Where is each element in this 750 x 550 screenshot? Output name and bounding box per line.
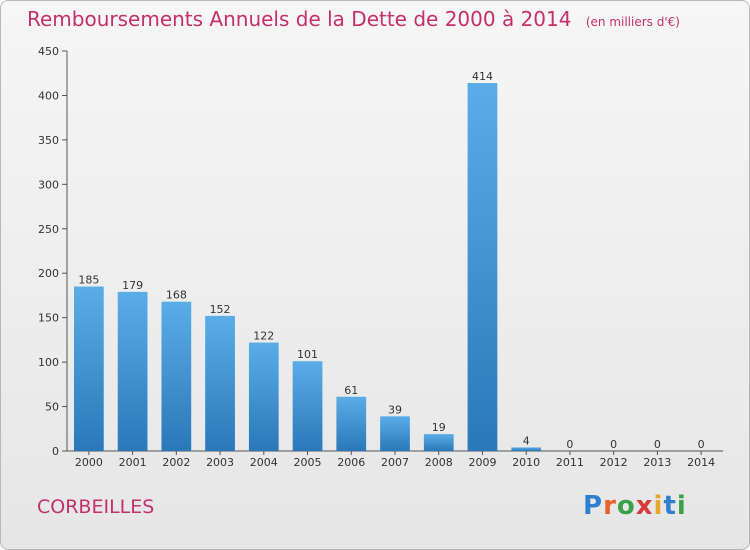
bar — [292, 361, 323, 451]
x-tick-label: 2008 — [425, 456, 453, 469]
proxiti-logo: Proxiti — [583, 491, 687, 521]
x-tick-label: 2011 — [556, 456, 584, 469]
bar-value-label: 19 — [432, 421, 446, 434]
x-tick-label: 2005 — [294, 456, 322, 469]
bar-value-label: 61 — [344, 384, 358, 397]
x-tick-label: 2010 — [512, 456, 540, 469]
bar-value-label: 0 — [566, 438, 573, 451]
y-tick-label: 200 — [38, 267, 59, 280]
bar-value-label: 101 — [297, 348, 318, 361]
y-tick-label: 400 — [38, 89, 59, 102]
y-tick-label: 450 — [38, 45, 59, 58]
y-tick-label: 300 — [38, 178, 59, 191]
logo-letter: r — [603, 491, 617, 521]
logo-letter: t — [663, 491, 677, 521]
y-tick-label: 250 — [38, 223, 59, 236]
y-tick-label: 0 — [52, 445, 59, 458]
bar-value-label: 0 — [610, 438, 617, 451]
x-tick-label: 2000 — [75, 456, 103, 469]
bar-value-label: 39 — [388, 403, 402, 416]
bar-value-label: 0 — [698, 438, 705, 451]
y-tick-label: 350 — [38, 134, 59, 147]
x-tick-label: 2006 — [337, 456, 365, 469]
x-tick-label: 2003 — [206, 456, 234, 469]
bar-value-label: 0 — [654, 438, 661, 451]
bar — [380, 416, 410, 451]
chart-subtitle: (en milliers d'€) — [585, 15, 680, 29]
bar — [73, 286, 104, 451]
x-tick-label: 2014 — [687, 456, 715, 469]
bar — [248, 342, 279, 451]
y-tick-label: 150 — [38, 312, 59, 325]
y-tick-label: 100 — [38, 356, 59, 369]
logo-letter: o — [616, 491, 636, 521]
bar-value-label: 4 — [523, 434, 530, 447]
bar-value-label: 152 — [210, 303, 231, 316]
logo-letter: i — [676, 491, 687, 521]
bar — [117, 291, 148, 451]
commune-name: CORBEILLES — [37, 496, 155, 518]
logo-letter: i — [653, 491, 664, 521]
bar-value-label: 179 — [122, 279, 143, 292]
y-tick-label: 50 — [45, 401, 59, 414]
x-tick-label: 2012 — [600, 456, 628, 469]
x-tick-label: 2013 — [643, 456, 671, 469]
bar — [336, 396, 367, 451]
bar — [467, 83, 498, 451]
x-tick-label: 2009 — [468, 456, 496, 469]
x-tick-label: 2002 — [162, 456, 190, 469]
bar-value-label: 122 — [253, 330, 274, 343]
bar — [423, 434, 454, 451]
x-tick-label: 2004 — [250, 456, 278, 469]
logo-letter: x — [635, 491, 654, 521]
x-tick-label: 2007 — [381, 456, 409, 469]
bar-value-label: 185 — [78, 274, 99, 287]
bar — [511, 447, 542, 451]
chart-title-text: Remboursements Annuels de la Dette de 20… — [27, 7, 572, 31]
logo-letter: P — [583, 491, 604, 521]
bar-value-label: 414 — [472, 70, 493, 83]
x-tick-label: 2001 — [119, 456, 147, 469]
bar — [205, 315, 235, 451]
bar — [161, 301, 192, 451]
chart-title: Remboursements Annuels de la Dette de 20… — [27, 7, 680, 31]
bar-value-label: 168 — [166, 289, 187, 302]
